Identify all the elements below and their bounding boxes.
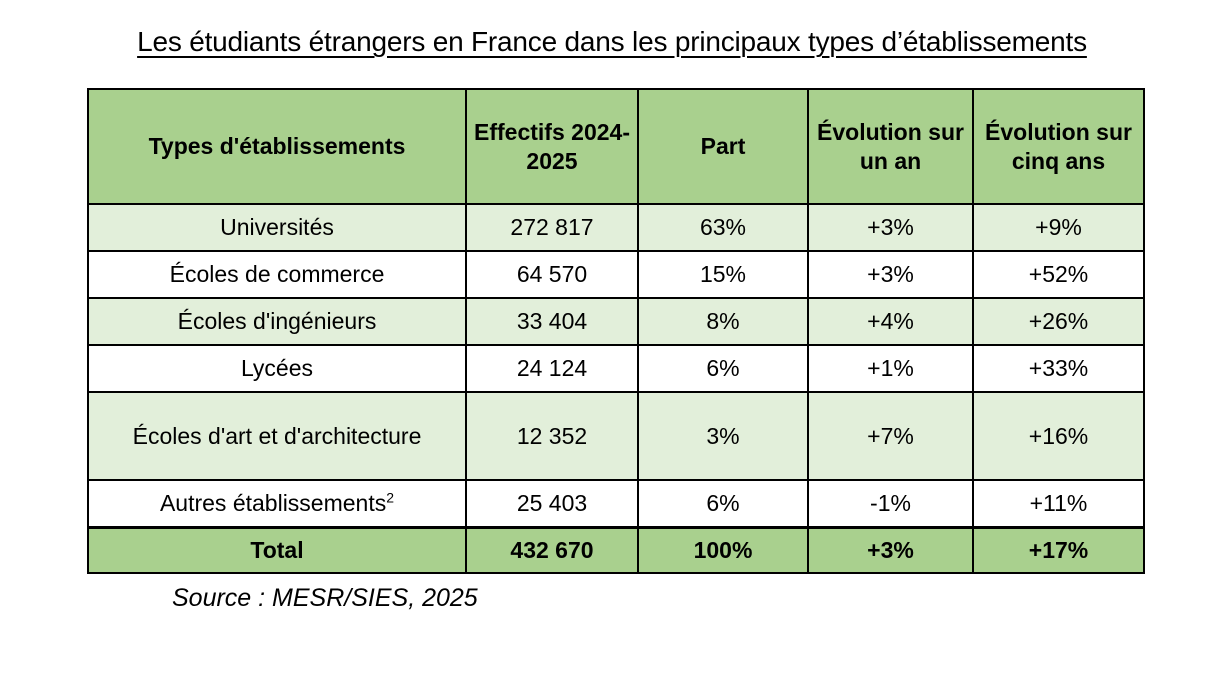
cell-evolution-cinq-ans: +9%	[972, 203, 1145, 252]
cell-evolution-cinq-ans: +16%	[972, 391, 1145, 481]
table-row-ecoles-art-architecture: Écoles d'art et d'architecture 12 352 3%…	[87, 391, 1145, 481]
table-row-ecoles-ingenieurs: Écoles d'ingénieurs 33 404 8% +4% +26%	[87, 297, 1145, 346]
column-header-effectifs: Effectifs 2024-2025	[465, 88, 639, 205]
table-row-autres-etablissements: Autres établissements2 25 403 6% -1% +11…	[87, 479, 1145, 528]
cell-total-part: 100%	[637, 525, 809, 574]
footnote-marker: 2	[386, 489, 395, 506]
cell-part: 3%	[637, 391, 809, 481]
cell-evolution-un-an: -1%	[807, 479, 974, 528]
cell-type: Autres établissements2	[87, 479, 467, 528]
column-header-evolution-un-an: Évolution sur un an	[807, 88, 974, 205]
table-row-lycees: Lycées 24 124 6% +1% +33%	[87, 344, 1145, 393]
cell-evolution-un-an: +7%	[807, 391, 974, 481]
column-header-part: Part	[637, 88, 809, 205]
cell-type: Écoles de commerce	[87, 250, 467, 299]
cell-part: 8%	[637, 297, 809, 346]
cell-total-effectifs: 432 670	[465, 525, 639, 574]
cell-evolution-un-an: +3%	[807, 250, 974, 299]
cell-total-evolution-cinq-ans: +17%	[972, 525, 1145, 574]
cell-effectifs: 33 404	[465, 297, 639, 346]
cell-part: 63%	[637, 203, 809, 252]
cell-evolution-un-an: +1%	[807, 344, 974, 393]
cell-part: 6%	[637, 344, 809, 393]
cell-type: Lycées	[87, 344, 467, 393]
cell-effectifs: 64 570	[465, 250, 639, 299]
table-header-row: Types d'établissements Effectifs 2024-20…	[87, 88, 1145, 205]
cell-effectifs: 24 124	[465, 344, 639, 393]
cell-type: Universités	[87, 203, 467, 252]
page-title: Les étudiants étrangers en France dans l…	[137, 26, 1087, 57]
cell-evolution-un-an: +3%	[807, 203, 974, 252]
source-note: Source : MESR/SIES, 2025	[172, 584, 478, 612]
cell-evolution-un-an: +4%	[807, 297, 974, 346]
cell-evolution-cinq-ans: +11%	[972, 479, 1145, 528]
cell-type: Écoles d'ingénieurs	[87, 297, 467, 346]
cell-part: 6%	[637, 479, 809, 528]
column-header-evolution-cinq-ans: Évolution sur cinq ans	[972, 88, 1145, 205]
students-table: Types d'établissements Effectifs 2024-20…	[87, 88, 1145, 574]
cell-type: Écoles d'art et d'architecture	[87, 391, 467, 481]
table-row-ecoles-commerce: Écoles de commerce 64 570 15% +3% +52%	[87, 250, 1145, 299]
cell-effectifs: 12 352	[465, 391, 639, 481]
cell-evolution-cinq-ans: +26%	[972, 297, 1145, 346]
cell-total-label: Total	[87, 525, 467, 574]
cell-evolution-cinq-ans: +33%	[972, 344, 1145, 393]
cell-effectifs: 25 403	[465, 479, 639, 528]
cell-evolution-cinq-ans: +52%	[972, 250, 1145, 299]
cell-type-label: Autres établissements	[159, 489, 387, 516]
table-row-universites: Universités 272 817 63% +3% +9%	[87, 203, 1145, 252]
cell-total-evolution-un-an: +3%	[807, 525, 974, 574]
cell-part: 15%	[637, 250, 809, 299]
table-row-total: Total 432 670 100% +3% +17%	[87, 525, 1145, 574]
column-header-types: Types d'établissements	[87, 88, 467, 205]
cell-effectifs: 272 817	[465, 203, 639, 252]
